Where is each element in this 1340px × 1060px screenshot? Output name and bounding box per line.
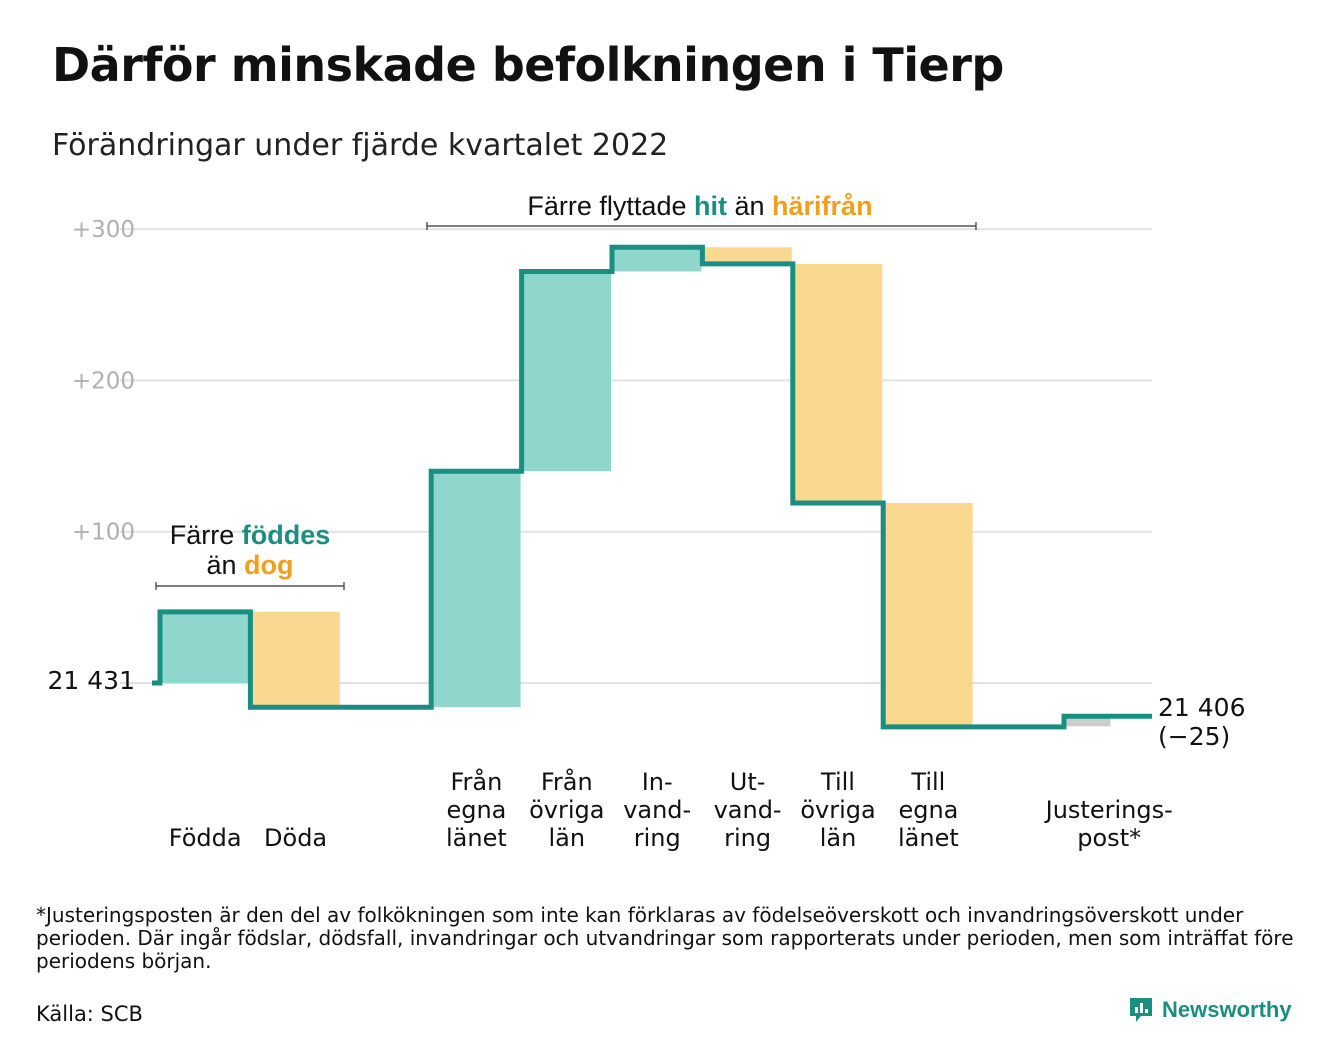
- category-label: vand-: [714, 796, 782, 824]
- category-label: Döda: [264, 824, 327, 852]
- births-annotation-highlight-born: föddes: [242, 520, 331, 550]
- category-label: län: [549, 824, 586, 852]
- waterfall-bar-adjustment: [1066, 716, 1111, 727]
- svg-text:än dog: än dog: [206, 550, 293, 580]
- moves-annotation-text-c: än: [727, 191, 772, 221]
- category-label: Justerings-: [1044, 796, 1173, 824]
- births-annotation-highlight-died: dog: [244, 550, 293, 580]
- newsworthy-logo-icon: [1130, 998, 1152, 1022]
- moves-annotation-highlight-here: hit: [694, 191, 727, 221]
- footnote: *Justeringsposten är den del av folkökni…: [36, 903, 1294, 973]
- end-value-label: 21 406 (−25): [1158, 693, 1253, 751]
- svg-text:Färre flyttade hit än härifrån: Färre flyttade hit än härifrån: [527, 191, 872, 221]
- bar-layer: [160, 247, 1111, 727]
- chart-subtitle: Förändringar under fjärde kvartalet 2022: [52, 128, 669, 163]
- y-tick-label: +300: [72, 217, 135, 243]
- births-annotation: Färre föddes än dog: [155, 520, 345, 590]
- waterfall-bar: [612, 247, 702, 272]
- births-annotation-text-a: Färre: [170, 520, 242, 550]
- step-line-layer: [152, 244, 1152, 730]
- category-label: ring: [724, 824, 771, 852]
- category-label: Till: [910, 768, 945, 796]
- waterfall-bar: [792, 263, 883, 503]
- cumulative-step-line: [152, 244, 1152, 730]
- category-label: länet: [446, 824, 507, 852]
- brand-logo: Newsworthy: [1128, 996, 1292, 1024]
- waterfall-chart: +300+200+100 Födda DödaFrånegnalänetFrånö…: [48, 191, 1253, 852]
- source-label: Källa: SCB: [36, 1002, 143, 1026]
- waterfall-bar: [521, 271, 611, 472]
- moves-annotation-text-a: Färre flyttade: [527, 191, 694, 221]
- category-label: egna: [898, 796, 958, 824]
- svg-text:Färre föddes: Färre föddes: [170, 520, 331, 550]
- category-label: Födda: [169, 824, 242, 852]
- waterfall-bar: [431, 471, 521, 708]
- category-label: Från: [450, 767, 502, 796]
- start-value-label: 21 431: [48, 666, 135, 695]
- births-annotation-text-b: än: [206, 550, 244, 580]
- label-layer: Födda DödaFrånegnalänetFrånövrigalänIn-va…: [169, 767, 1173, 852]
- chart-title: Därför minskade befolkningen i Tierp: [52, 38, 1004, 92]
- moves-annotation-highlight-away: härifrån: [772, 191, 873, 221]
- moves-annotation: Färre flyttade hit än härifrån: [426, 191, 977, 230]
- category-label: Ut-: [730, 768, 766, 796]
- category-label: In-: [642, 768, 673, 796]
- waterfall-bar: [160, 611, 250, 683]
- brand-name: Newsworthy: [1162, 997, 1292, 1022]
- end-value-line1: 21 406: [1158, 693, 1245, 722]
- waterfall-bar: [883, 502, 973, 727]
- category-label: övriga: [529, 796, 604, 824]
- category-label: egna: [446, 796, 506, 824]
- category-label: vand-: [623, 796, 691, 824]
- y-tick-label: +200: [72, 368, 135, 394]
- category-label: övriga: [800, 796, 875, 824]
- moves-bracket: [426, 222, 977, 230]
- category-label: ring: [634, 824, 681, 852]
- waterfall-bar: [250, 611, 340, 708]
- waterfall-bar: [702, 247, 792, 264]
- y-tick-label: +100: [72, 520, 135, 546]
- category-label: Från: [541, 767, 593, 796]
- births-bracket: [155, 582, 345, 590]
- category-label: länet: [898, 824, 959, 852]
- category-label: Till: [820, 768, 855, 796]
- end-value-line2: (−25): [1158, 722, 1230, 751]
- category-label: län: [820, 824, 857, 852]
- category-label: post*: [1077, 824, 1141, 852]
